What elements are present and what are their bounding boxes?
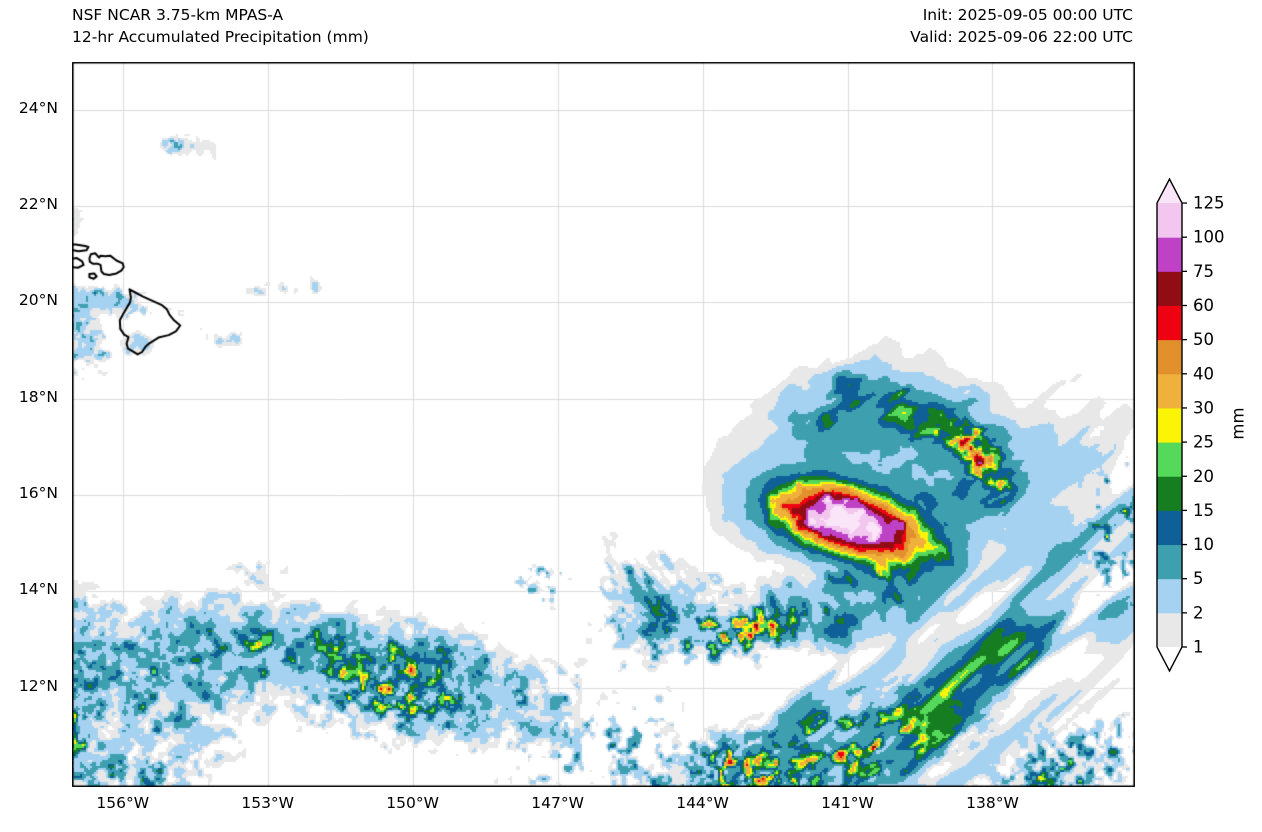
colorbar-band xyxy=(1157,407,1182,443)
valid-time-label: Valid: 2025-09-06 22:00 UTC xyxy=(910,28,1133,46)
colorbar-tick-label: 125 xyxy=(1193,194,1225,213)
y-axis-tick-label: 24°N xyxy=(18,98,58,117)
y-axis-tick-label: 22°N xyxy=(18,195,58,214)
colorbar-over-arrow xyxy=(1157,179,1182,204)
colorbar-band xyxy=(1157,510,1182,546)
colorbar-tick-label: 30 xyxy=(1193,398,1214,417)
colorbar-band xyxy=(1157,442,1182,477)
colorbar-tick-label: 100 xyxy=(1193,228,1225,247)
colorbar-tick-label: 40 xyxy=(1193,364,1214,383)
colorbar-band xyxy=(1157,271,1182,306)
colorbar-tick-label: 5 xyxy=(1193,569,1204,588)
x-axis-tick-label: 147°W xyxy=(531,794,584,812)
colorbar-band xyxy=(1157,237,1182,272)
product-title: 12-hr Accumulated Precipitation (mm) xyxy=(72,28,369,46)
x-axis-tick-label: 156°W xyxy=(96,794,150,812)
colorbar-tick-label: 2 xyxy=(1193,603,1204,622)
colorbar-band xyxy=(1157,578,1182,614)
colorbar: 1 2 5 10 15 20 25 30 40 50 60 75 100 125 xyxy=(1155,176,1260,685)
colorbar-band xyxy=(1157,476,1182,511)
figure-title: NSF NCAR 3.75-km MPAS-A 12-hr Accumulated… xyxy=(72,4,369,48)
colorbar-band xyxy=(1157,203,1182,238)
x-axis-tick-label: 138°W xyxy=(966,794,1019,812)
figure-times: Init: 2025-09-05 00:00 UTC Valid: 2025-09… xyxy=(910,4,1133,48)
x-axis-tick-label: 153°W xyxy=(241,794,295,812)
y-axis-tick-label: 18°N xyxy=(18,387,58,406)
colorbar-tick-label: 25 xyxy=(1193,433,1214,452)
colorbar-under-arrow xyxy=(1157,647,1182,671)
y-axis-tick-label: 16°N xyxy=(18,484,58,503)
init-time-label: Init: 2025-09-05 00:00 UTC xyxy=(922,6,1133,24)
colorbar-tick-label: 20 xyxy=(1193,467,1214,486)
x-axis-tick-label: 144°W xyxy=(676,794,729,812)
y-axis-tick-label: 12°N xyxy=(18,676,58,695)
model-title: NSF NCAR 3.75-km MPAS-A xyxy=(72,6,284,24)
colorbar-tick-label: 1 xyxy=(1193,638,1204,657)
colorbar-band xyxy=(1157,612,1182,648)
y-axis-tick-label: 20°N xyxy=(18,291,58,310)
colorbar-tick-label: 50 xyxy=(1193,330,1214,349)
x-axis-tick-label: 141°W xyxy=(821,794,874,812)
colorbar-tick-label: 10 xyxy=(1193,535,1214,554)
colorbar-band xyxy=(1157,339,1182,375)
colorbar-unit-label: mm xyxy=(1228,407,1248,440)
colorbar-tick-label: 60 xyxy=(1193,296,1214,315)
precipitation-map-canvas xyxy=(72,62,1135,787)
colorbar-band xyxy=(1157,373,1182,409)
colorbar-tick-label: 75 xyxy=(1193,262,1214,281)
x-axis-tick-label: 150°W xyxy=(386,794,439,812)
y-axis-tick-label: 14°N xyxy=(18,580,58,599)
colorbar-tick-label: 15 xyxy=(1193,501,1214,520)
colorbar-band xyxy=(1157,305,1182,341)
colorbar-band xyxy=(1157,544,1182,580)
